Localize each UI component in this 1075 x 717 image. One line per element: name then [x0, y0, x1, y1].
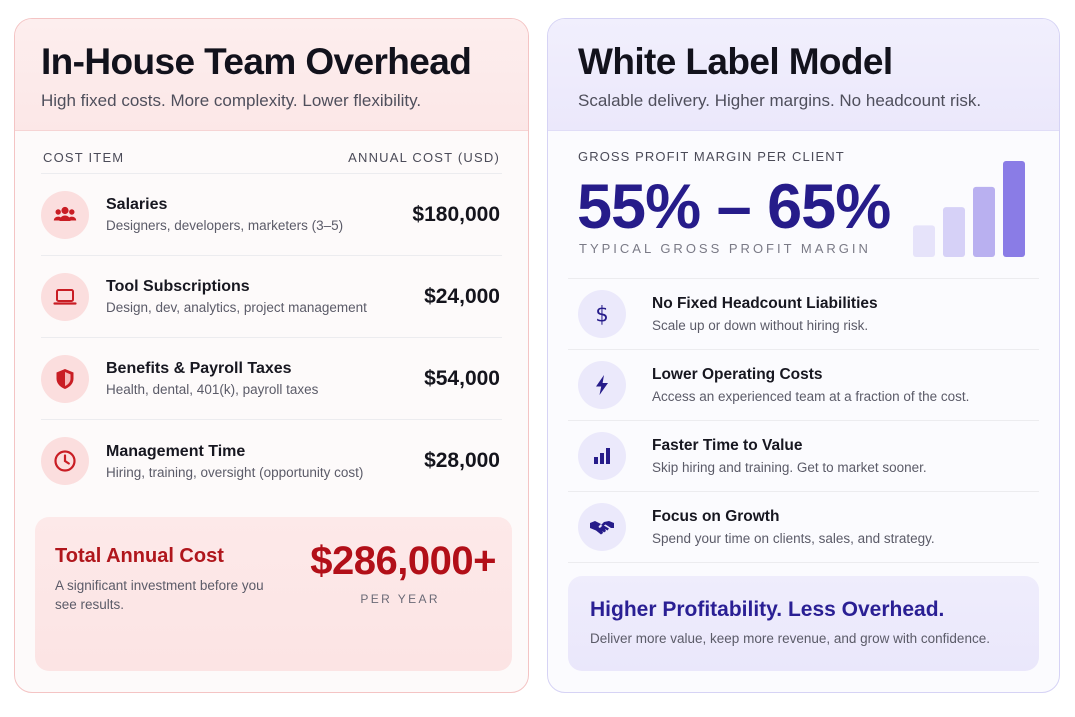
profitability-box: Higher Profitability. Less Overhead. Del… [568, 576, 1039, 671]
feature-name: No Fixed Headcount Liabilities [652, 295, 878, 312]
cost-row-management: Management Time Hiring, training, oversi… [41, 420, 502, 502]
feature-name: Lower Operating Costs [652, 366, 823, 383]
growth-bar [1003, 161, 1025, 257]
cost-name: Tool Subscriptions [106, 278, 250, 295]
feature-desc: Access an experienced team at a fraction… [652, 389, 970, 404]
feature-item: Faster Time to Value Skip hiring and tra… [568, 421, 1039, 492]
growth-bar [943, 207, 965, 257]
total-period: PER YEAR [360, 592, 440, 606]
growth-bar [973, 186, 995, 257]
clock-icon [41, 437, 89, 485]
feature-name: Focus on Growth [652, 508, 780, 525]
margin-label: GROSS PROFIT MARGIN PER CLIENT [578, 149, 845, 164]
cost-desc: Health, dental, 401(k), payroll taxes [106, 382, 319, 397]
shield-icon [41, 354, 89, 403]
profit-title: Higher Profitability. Less Overhead. [590, 598, 945, 621]
profit-desc: Deliver more value, keep more revenue, a… [590, 631, 990, 646]
feature-desc: Skip hiring and training. Get to market … [652, 460, 927, 475]
bar-chart-icon [578, 432, 626, 480]
cost-name: Management Time [106, 442, 246, 460]
cost-table-header: COST ITEM ANNUAL COST (USD) [41, 131, 502, 174]
total-annual-cost-box: Total Annual Cost A significant investme… [35, 517, 512, 671]
lightning-icon [578, 361, 626, 409]
cost-amount: $180,000 [412, 202, 500, 226]
cost-desc: Designers, developers, marketers (3–5) [106, 218, 344, 233]
cost-desc: Design, dev, analytics, project manageme… [106, 300, 367, 315]
total-label: Total Annual Cost [55, 545, 224, 567]
in-house-title: In-House Team Overhead [41, 41, 472, 82]
margin-value: 55% – 65% [577, 172, 891, 242]
team-icon [41, 190, 89, 239]
margin-block: GROSS PROFIT MARGIN PER CLIENT 55% – 65%… [568, 131, 1039, 279]
total-amount: $286,000+ [310, 539, 496, 583]
svg-text:$: $ [595, 303, 608, 327]
total-desc: A significant investment before you see … [55, 578, 264, 612]
cost-amount: $54,000 [424, 366, 500, 390]
in-house-header: In-House Team Overhead High fixed costs.… [15, 19, 528, 131]
cost-amount: $24,000 [424, 284, 500, 308]
growth-bars-graphic [913, 161, 1025, 257]
feature-desc: Spend your time on clients, sales, and s… [652, 531, 935, 546]
growth-bar [913, 225, 935, 257]
white-label-card: White Label Model Scalable delivery. Hig… [547, 18, 1060, 693]
in-house-subtitle: High fixed costs. More complexity. Lower… [41, 91, 422, 110]
cost-row-benefits: Benefits & Payroll Taxes Health, dental,… [41, 338, 502, 420]
margin-caption: TYPICAL GROSS PROFIT MARGIN [579, 241, 871, 256]
annual-cost-header: ANNUAL COST (USD) [348, 150, 500, 165]
in-house-card: In-House Team Overhead High fixed costs.… [14, 18, 529, 693]
cost-name: Benefits & Payroll Taxes [106, 360, 292, 377]
cost-desc: Hiring, training, oversight (opportunity… [106, 464, 364, 480]
laptop-icon [41, 272, 89, 321]
white-label-subtitle: Scalable delivery. Higher margins. No he… [578, 91, 982, 110]
dollar-icon: $ [578, 290, 626, 338]
feature-desc: Scale up or down without hiring risk. [652, 318, 869, 333]
white-label-title: White Label Model [578, 41, 893, 82]
cost-table: COST ITEM ANNUAL COST (USD) Salaries Des… [15, 131, 528, 502]
cost-item-header: COST ITEM [43, 150, 125, 165]
handshake-icon [578, 503, 626, 551]
feature-item: Lower Operating Costs Access an experien… [568, 350, 1039, 421]
cost-row-salaries: Salaries Designers, developers, marketer… [41, 174, 502, 256]
feature-name: Faster Time to Value [652, 437, 803, 454]
cost-row-tools: Tool Subscriptions Design, dev, analytic… [41, 256, 502, 338]
cost-amount: $28,000 [424, 449, 500, 472]
feature-item: $ No Fixed Headcount Liabilities Scale u… [568, 279, 1039, 350]
cost-name: Salaries [106, 196, 168, 213]
feature-item: Focus on Growth Spend your time on clien… [568, 492, 1039, 563]
white-label-header: White Label Model Scalable delivery. Hig… [548, 19, 1059, 131]
